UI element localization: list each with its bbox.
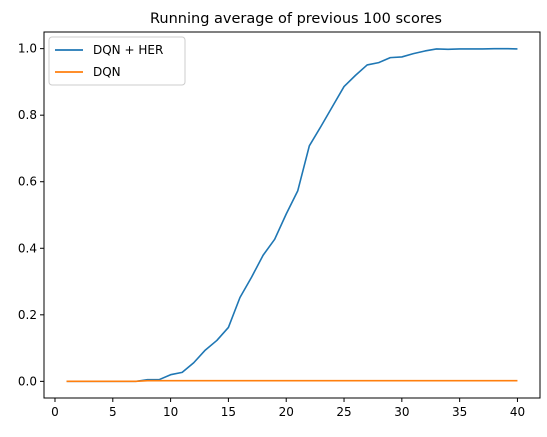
legend-box: [48, 36, 186, 86]
x-tick-label: 10: [163, 405, 178, 419]
x-tick-label: 40: [510, 405, 525, 419]
x-tick-label: 35: [452, 405, 467, 419]
series-layer: [66, 47, 518, 383]
chart-title: Running average of previous 100 scores: [150, 11, 442, 27]
legend: DQN + HER DQN: [48, 36, 186, 86]
y-tick-label: 1.0: [18, 42, 37, 56]
y-tick-label: 0.2: [18, 308, 37, 322]
x-tick-label: 25: [336, 405, 351, 419]
legend-label-dqn-her: DQN + HER: [93, 43, 163, 57]
y-axis-ticks: 0.0 0.2 0.4 0.6 0.8 1.0: [18, 42, 44, 388]
x-tick-label: 5: [109, 405, 117, 419]
x-tick-label: 30: [394, 405, 409, 419]
x-tick-label: 20: [279, 405, 294, 419]
x-tick-label: 15: [221, 405, 236, 419]
y-tick-label: 0.4: [18, 241, 37, 255]
x-axis-ticks: 0 5 10 15 20 25 30 35 40: [51, 398, 525, 419]
y-tick-label: 0.8: [18, 108, 37, 122]
y-tick-label: 0.0: [18, 374, 37, 388]
plot-frame: [43, 31, 541, 399]
y-tick-label: 0.6: [18, 175, 37, 189]
legend-label-dqn: DQN: [93, 65, 121, 79]
x-tick-label: 0: [51, 405, 59, 419]
series-line-dqn: [66, 379, 518, 383]
